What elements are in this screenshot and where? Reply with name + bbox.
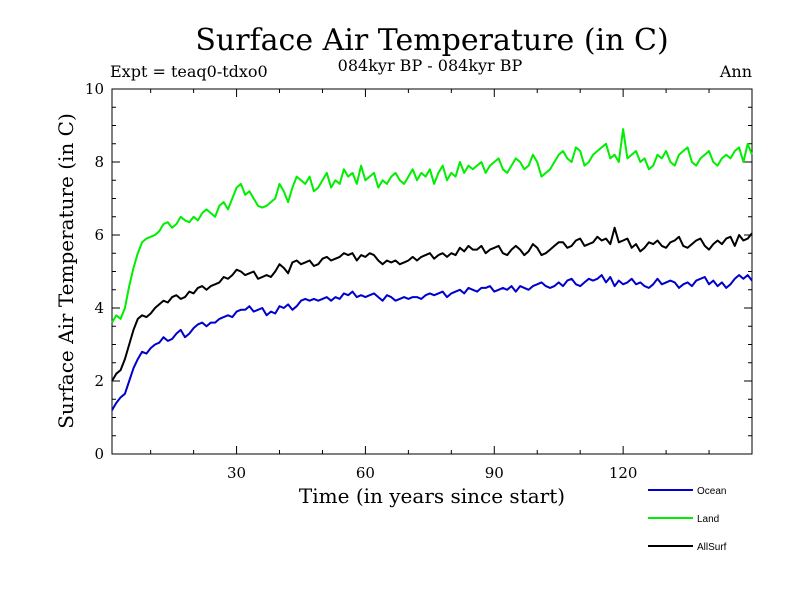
experiment-label: Expt = teaq0-tdxo0 xyxy=(110,62,268,81)
y-tick-label: 8 xyxy=(94,153,104,171)
plot-frame xyxy=(111,88,753,455)
x-tick-label: 60 xyxy=(356,464,375,482)
y-tick-label: 10 xyxy=(85,80,104,98)
x-tick-label: 90 xyxy=(485,464,504,482)
legend-label-allsurf: AllSurf xyxy=(697,542,727,553)
y-axis-label: Surface Air Temperature (in C) xyxy=(54,113,78,429)
y-tick-label: 6 xyxy=(94,226,104,244)
legend-label-land: Land xyxy=(697,514,719,525)
y-axis: 0 2 4 6 8 10 xyxy=(85,80,752,463)
chart-subtitle: 084kyr BP - 084kyr BP xyxy=(338,56,523,75)
x-tick-label: 120 xyxy=(609,464,638,482)
x-axis-label: Time (in years since start) xyxy=(299,484,565,508)
y-tick-label: 0 xyxy=(94,445,104,463)
season-label: Ann xyxy=(719,62,752,81)
legend-label-ocean: Ocean xyxy=(697,486,726,497)
legend: Ocean Land AllSurf xyxy=(648,486,727,553)
series-line-allsurf xyxy=(111,226,753,382)
y-tick-label: 2 xyxy=(94,372,104,390)
chart-title: Surface Air Temperature (in C) xyxy=(195,23,668,58)
y-tick-label: 4 xyxy=(94,299,104,317)
series-line-ocean xyxy=(111,274,753,411)
series-layer xyxy=(111,128,753,411)
x-axis: 30 60 90 120 xyxy=(150,89,753,482)
x-tick-label: 30 xyxy=(227,464,246,482)
series-line-land xyxy=(111,128,753,324)
